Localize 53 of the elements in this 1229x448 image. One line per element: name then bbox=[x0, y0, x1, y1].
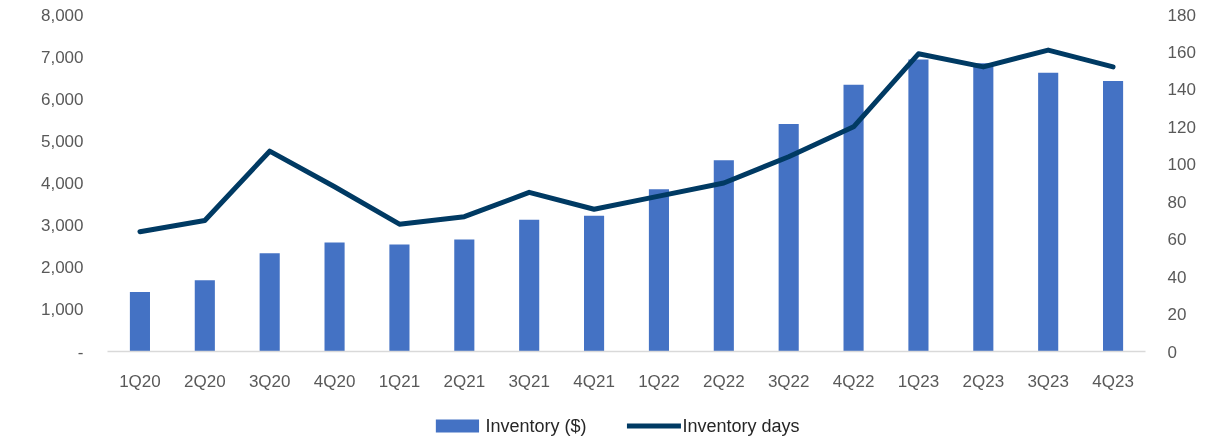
y2-tick-label: 160 bbox=[1167, 42, 1196, 62]
y-tick-label: 5,000 bbox=[40, 131, 84, 151]
x-tick-label: 2Q21 bbox=[443, 371, 486, 391]
bar bbox=[194, 280, 215, 352]
x-tick-label: 1Q20 bbox=[119, 371, 161, 391]
y2-tick-label: 20 bbox=[1167, 305, 1187, 325]
x-tick-label: 3Q22 bbox=[767, 371, 810, 391]
y2-tick-label: 40 bbox=[1167, 267, 1187, 287]
y2-tick-label: 140 bbox=[1167, 80, 1196, 100]
y2-tick-label: 120 bbox=[1167, 117, 1196, 137]
y-tick-label: 3,000 bbox=[40, 216, 84, 236]
x-tick-label: 4Q20 bbox=[313, 371, 356, 391]
y-tick-label: 8,000 bbox=[40, 5, 84, 25]
bar bbox=[324, 242, 345, 352]
x-tick-label: 3Q20 bbox=[248, 371, 291, 391]
y2-tick-label: 60 bbox=[1167, 230, 1187, 250]
bar bbox=[778, 124, 799, 352]
x-tick-label: 3Q23 bbox=[1027, 371, 1069, 391]
x-tick-label: 1Q23 bbox=[897, 371, 940, 391]
bar bbox=[454, 239, 475, 352]
x-tick-label: 4Q21 bbox=[573, 371, 615, 391]
bar bbox=[908, 59, 929, 352]
x-tick-label: 2Q23 bbox=[962, 371, 1005, 391]
x-tick-label: 4Q22 bbox=[832, 371, 875, 391]
y2-tick-label: 100 bbox=[1167, 155, 1196, 175]
x-tick-label: 4Q23 bbox=[1092, 371, 1134, 391]
bar bbox=[519, 219, 540, 352]
y-tick-label: 7,000 bbox=[40, 47, 84, 67]
y2-tick-label: 180 bbox=[1167, 5, 1196, 25]
y-tick-label: 4,000 bbox=[40, 174, 84, 193]
bar bbox=[389, 244, 410, 352]
y2-tick-label: 0 bbox=[1167, 342, 1177, 362]
bar bbox=[843, 84, 864, 352]
bar bbox=[973, 63, 994, 352]
y-tick-label: 6,000 bbox=[40, 89, 84, 109]
legend-label: Inventory days bbox=[682, 415, 800, 436]
y-tick-label: 1,000 bbox=[40, 300, 84, 320]
bar bbox=[1038, 72, 1059, 352]
legend-label: Inventory ($) bbox=[485, 415, 587, 436]
bar bbox=[1103, 81, 1124, 352]
y-tick-label: 2,000 bbox=[40, 258, 84, 278]
x-tick-label: 1Q22 bbox=[638, 371, 680, 391]
bar bbox=[259, 253, 280, 352]
y-tick-label: - bbox=[77, 342, 84, 362]
bar bbox=[129, 292, 150, 352]
bar bbox=[648, 189, 669, 352]
x-tick-label: 2Q20 bbox=[184, 371, 226, 391]
x-tick-label: 3Q21 bbox=[508, 371, 550, 391]
y2-tick-label: 80 bbox=[1167, 192, 1187, 212]
x-tick-label: 2Q22 bbox=[703, 371, 745, 391]
bar bbox=[713, 160, 734, 352]
bar bbox=[584, 215, 605, 352]
x-tick-label: 1Q21 bbox=[378, 371, 421, 391]
